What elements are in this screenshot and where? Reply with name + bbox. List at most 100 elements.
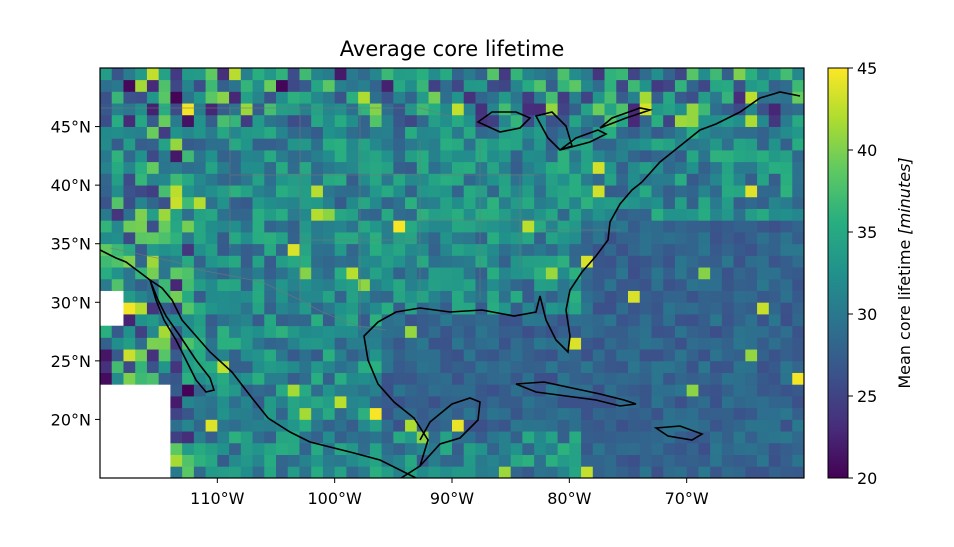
heatmap-cell xyxy=(674,314,688,327)
heatmap-cell xyxy=(768,278,781,291)
heatmap-cell xyxy=(205,278,218,291)
heatmap-cell xyxy=(276,302,289,315)
heatmap-cell xyxy=(405,419,418,432)
heatmap-cell xyxy=(663,349,676,362)
heatmap-cell xyxy=(182,431,195,444)
heatmap-cell xyxy=(545,243,558,256)
heatmap-cell xyxy=(358,314,371,327)
heatmap-cell xyxy=(463,208,476,221)
heatmap-cell xyxy=(698,360,711,373)
heatmap-cell xyxy=(710,68,723,81)
heatmap-cell xyxy=(792,185,804,198)
heatmap-cell xyxy=(487,466,500,478)
heatmap-cell xyxy=(358,232,371,245)
heatmap-cell xyxy=(393,103,406,116)
heatmap-cell xyxy=(346,126,359,139)
heatmap-cell xyxy=(440,196,453,209)
heatmap-cell xyxy=(276,349,289,362)
heatmap-cell xyxy=(311,220,324,233)
heatmap-cell xyxy=(193,396,206,409)
heatmap-cell xyxy=(686,360,699,373)
heatmap-cell xyxy=(440,114,453,127)
heatmap-cell xyxy=(100,220,113,233)
heatmap-cell xyxy=(100,267,113,280)
heatmap-cell xyxy=(346,196,359,209)
heatmap-cell xyxy=(135,161,148,174)
heatmap-cell xyxy=(510,150,523,163)
heatmap-cell xyxy=(745,466,758,478)
heatmap-cell xyxy=(698,208,711,221)
heatmap-cell xyxy=(792,431,804,444)
heatmap-cell xyxy=(393,431,406,444)
heatmap-cell xyxy=(393,290,406,303)
heatmap-cell xyxy=(346,220,359,233)
heatmap-cell xyxy=(381,114,394,127)
heatmap-cell xyxy=(252,220,265,233)
heatmap-cell xyxy=(158,290,171,303)
heatmap-cell xyxy=(710,314,723,327)
heatmap-cell xyxy=(217,173,230,186)
heatmap-cell xyxy=(663,325,676,338)
heatmap-cell xyxy=(463,68,476,81)
heatmap-cell xyxy=(252,302,265,315)
heatmap-cell xyxy=(264,349,277,362)
heatmap-cell xyxy=(569,314,582,327)
heatmap-cell xyxy=(498,325,512,338)
heatmap-cell xyxy=(229,407,242,420)
heatmap-cell xyxy=(299,302,312,315)
heatmap-cell xyxy=(170,114,183,127)
heatmap-cell xyxy=(240,161,253,174)
heatmap-cell xyxy=(592,290,605,303)
heatmap-cell xyxy=(639,68,652,81)
heatmap-cell xyxy=(405,302,418,315)
heatmap-cell xyxy=(757,407,770,420)
heatmap-cell xyxy=(581,243,594,256)
heatmap-cell xyxy=(393,196,406,209)
heatmap-cell xyxy=(604,185,617,198)
heatmap-cell xyxy=(182,407,195,420)
heatmap-cell xyxy=(252,325,265,338)
heatmap-cell xyxy=(428,372,441,385)
heatmap-cell xyxy=(686,79,699,92)
heatmap-cell xyxy=(721,232,734,245)
heatmap-cell xyxy=(428,161,441,174)
heatmap-cell xyxy=(170,91,183,104)
heatmap-cell xyxy=(287,466,300,478)
heatmap-cell xyxy=(475,232,488,245)
heatmap-cell xyxy=(322,314,336,327)
heatmap-cell xyxy=(358,161,371,174)
heatmap-cell xyxy=(346,243,359,256)
heatmap-cell xyxy=(229,173,242,186)
heatmap-cell xyxy=(674,337,688,350)
heatmap-cell xyxy=(674,349,688,362)
heatmap-cell xyxy=(721,267,734,280)
heatmap-cell xyxy=(287,454,300,467)
heatmap-cell xyxy=(322,372,336,385)
heatmap-cell xyxy=(299,103,312,116)
heatmap-cell xyxy=(686,232,699,245)
heatmap-cell xyxy=(240,466,253,478)
heatmap-cell xyxy=(651,243,664,256)
heatmap-cell xyxy=(604,255,617,268)
heatmap-cell xyxy=(334,255,347,268)
heatmap-cell xyxy=(510,232,523,245)
heatmap-cell xyxy=(651,278,664,291)
heatmap-cell xyxy=(135,314,148,327)
heatmap-cell xyxy=(264,114,277,127)
heatmap-cell xyxy=(229,314,242,327)
heatmap-cell xyxy=(252,466,265,478)
heatmap-cell xyxy=(604,384,617,397)
heatmap-cell xyxy=(146,103,160,116)
heatmap-cell xyxy=(698,384,711,397)
heatmap-cell xyxy=(604,337,617,350)
heatmap-cell xyxy=(205,419,218,432)
heatmap-cell xyxy=(440,243,453,256)
heatmap-cell xyxy=(193,185,206,198)
heatmap-cell xyxy=(663,314,676,327)
heatmap-cell xyxy=(628,220,641,233)
heatmap-cell xyxy=(475,419,488,432)
heatmap-cell xyxy=(369,103,382,116)
heatmap-cell xyxy=(745,290,758,303)
heatmap-cell xyxy=(170,360,183,373)
heatmap-cell xyxy=(522,267,535,280)
